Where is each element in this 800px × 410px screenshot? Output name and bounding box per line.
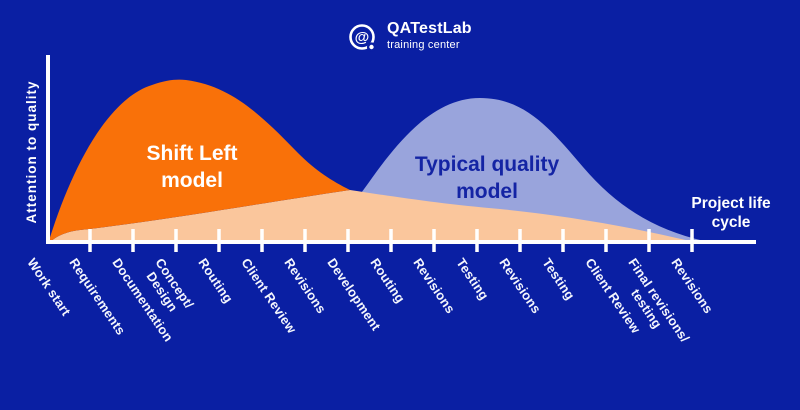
x-axis-tick: [217, 229, 221, 252]
x-axis-label: Project life cycle: [691, 195, 771, 232]
x-axis-tick: [647, 229, 651, 252]
x-axis-tick: [690, 229, 694, 252]
shift-left-label: Shift Left model: [146, 142, 238, 193]
logo-text: QATestLab training center: [387, 21, 472, 51]
y-axis-label: Attention to quality: [24, 80, 39, 224]
x-axis-tick: [604, 229, 608, 252]
x-axis-line: [46, 240, 756, 244]
x-axis-tick: [475, 229, 479, 252]
overlap-area: [48, 190, 690, 244]
logo: @ QATestLab training center: [346, 21, 472, 55]
x-axis-tick: [561, 229, 565, 252]
x-axis-tick: [432, 229, 436, 252]
x-axis-tick: [303, 229, 307, 252]
at-circle-icon: @: [349, 24, 377, 52]
x-axis-tick: [260, 229, 264, 252]
svg-text:@: @: [355, 29, 370, 46]
shift-left-area: [48, 79, 350, 245]
x-axis-tick: [88, 229, 92, 252]
y-axis-line: [46, 55, 50, 244]
x-axis-tick: [518, 229, 522, 252]
x-axis-tick: [174, 229, 178, 252]
x-axis-tick: [131, 229, 135, 252]
x-axis-tick: [346, 229, 350, 252]
x-axis-ticks: [88, 229, 694, 252]
brand-name: QATestLab: [387, 20, 472, 37]
x-axis-tick: [389, 229, 393, 252]
brand-subtitle: training center: [387, 39, 460, 51]
typical-model-label: Typical quality model: [414, 153, 560, 204]
